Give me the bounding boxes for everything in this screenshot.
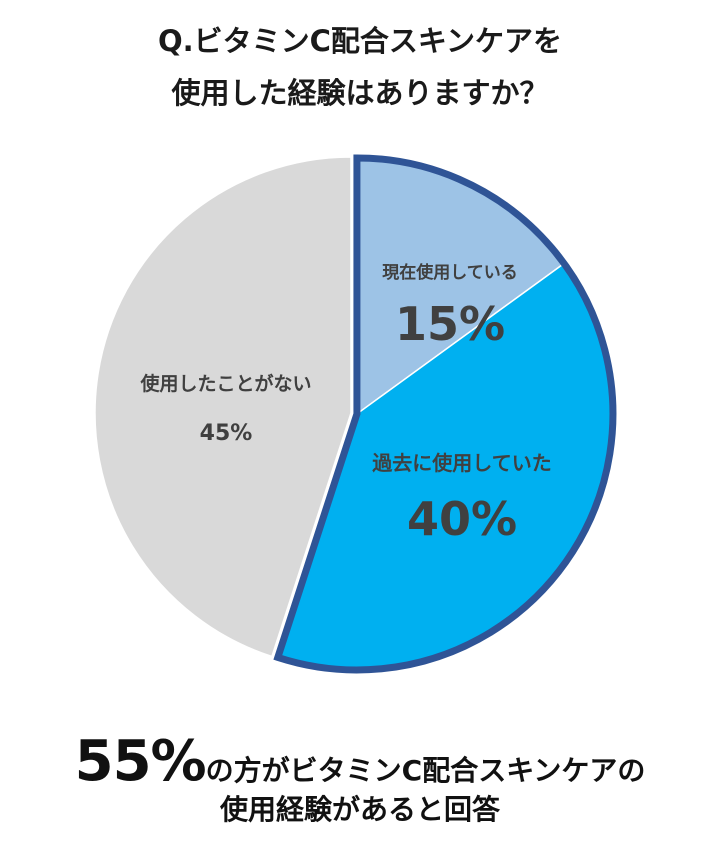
summary-line-2: 使用経験があると回答 bbox=[219, 793, 500, 826]
highlight-outline bbox=[273, 154, 617, 674]
slice-value-1: 15% bbox=[395, 297, 505, 351]
slice-value-3: 45% bbox=[200, 421, 253, 446]
slice-label-1: 現在使用している bbox=[382, 262, 518, 283]
slice-label-3: 使用したことがない bbox=[139, 372, 311, 395]
summary-text-1: の方がビタミンC配合スキンケアの bbox=[205, 754, 646, 787]
pie-chart: 現在使用している 15% 過去に使用していた 40% 使用したことがない 45% bbox=[94, 154, 617, 674]
summary-percent: 55% bbox=[74, 729, 207, 794]
slice-value-2: 40% bbox=[407, 492, 517, 546]
chart-title-line-2: 使用した経験はありますか？ bbox=[171, 76, 549, 110]
summary-line-1: 55%の方がビタミンC配合スキンケアの bbox=[0, 730, 720, 807]
slice-label-2: 過去に使用していた bbox=[372, 451, 551, 475]
pie-slice-3 bbox=[94, 156, 352, 658]
chart-title-line-1: Q.ビタミンC配合スキンケアを bbox=[157, 24, 563, 58]
